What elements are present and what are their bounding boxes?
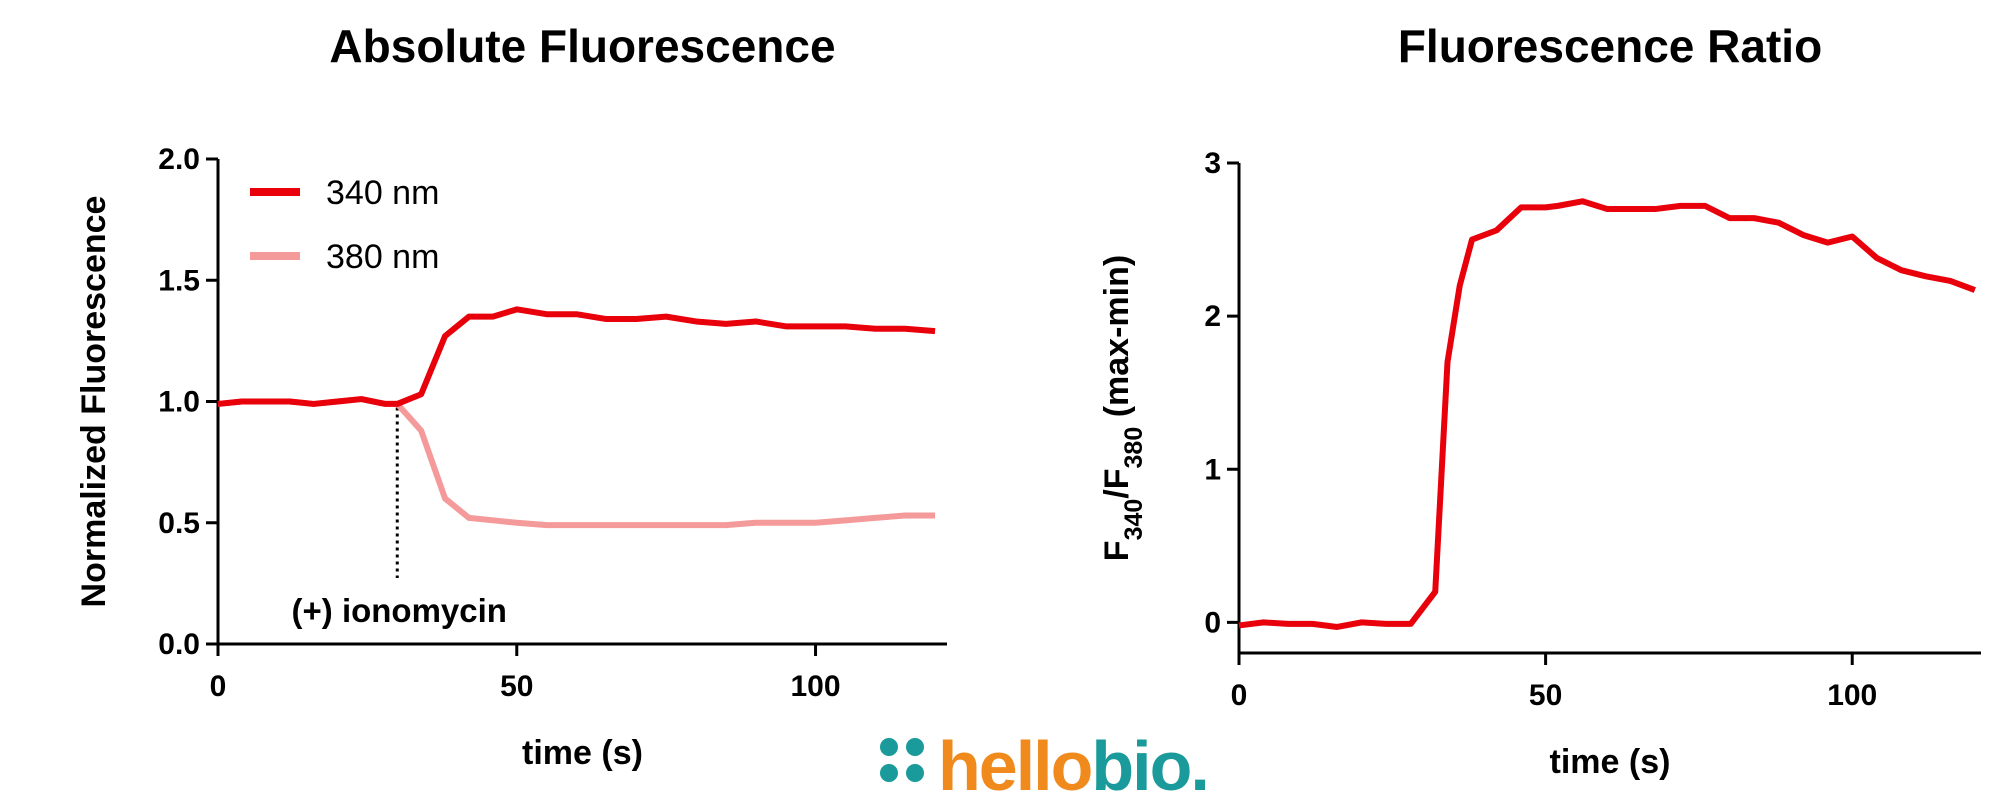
logo-dot <box>906 764 924 782</box>
legend-label: 380 nm <box>326 238 439 276</box>
y-label-subscript: 380 <box>1120 427 1148 469</box>
y-axis-label: Normalized Fluorescence <box>75 196 113 608</box>
logo-hello: hello <box>938 727 1092 800</box>
data-line <box>1238 198 1976 630</box>
annotation-text: (+) ionomycin <box>292 592 507 629</box>
y-tick-label: 0.5 <box>158 507 200 540</box>
x-axis-label: time (s) <box>1550 743 1671 781</box>
y-tick-label: 2.0 <box>158 143 200 176</box>
logo-dot <box>880 738 898 756</box>
data-line <box>217 396 936 529</box>
x-tick-label: 100 <box>1827 679 1877 712</box>
y-label-part: F <box>1098 540 1136 561</box>
y-tick-label: 1.0 <box>158 386 200 419</box>
x-axis-label: time (s) <box>522 734 643 772</box>
data-line <box>217 306 936 407</box>
x-tick-label: 100 <box>791 670 841 703</box>
y-label-subscript: 340 <box>1120 499 1148 541</box>
y-axis-label: F340/F380 (max-min) <box>1098 255 1148 561</box>
chart-title: Absolute Fluorescence <box>329 20 835 72</box>
legend-label: 340 nm <box>326 174 439 212</box>
y-tick-label: 3 <box>1204 147 1221 180</box>
x-tick-label: 50 <box>1529 679 1562 712</box>
y-label-part: (max-min) <box>1098 255 1136 427</box>
chart-title: Fluorescence Ratio <box>1398 20 1822 72</box>
x-tick-label: 50 <box>500 670 533 703</box>
logo-text: hellobio. <box>938 727 1208 800</box>
logo: hellobio. <box>880 727 1210 800</box>
y-tick-label: 0 <box>1204 606 1221 639</box>
y-tick-label: 1 <box>1204 453 1221 486</box>
x-tick-label: 0 <box>210 670 227 703</box>
x-tick-label: 0 <box>1231 679 1248 712</box>
y-tick-label: 2 <box>1204 300 1221 333</box>
y-tick-label: 0.0 <box>158 628 200 661</box>
y-tick-label: 1.5 <box>158 264 200 297</box>
y-label-part: /F <box>1098 468 1136 498</box>
logo-dot <box>906 738 924 756</box>
logo-dot <box>880 764 898 782</box>
logo-bio: bio. <box>1091 727 1207 800</box>
